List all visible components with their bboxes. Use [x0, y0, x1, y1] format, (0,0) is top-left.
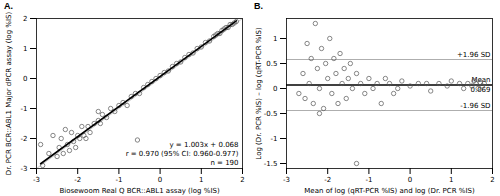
svg-text:n = 190: n = 190 — [210, 159, 238, 167]
html-text:B.: B. — [254, 1, 263, 11]
svg-text:1: 1 — [273, 35, 277, 43]
svg-text:-2: -2 — [21, 135, 28, 143]
svg-text:+1.96 SD: +1.96 SD — [457, 51, 491, 59]
svg-text:-3: -3 — [21, 165, 28, 173]
svg-text:0: 0 — [23, 75, 27, 83]
svg-text:-1.96 SD: -1.96 SD — [460, 102, 490, 110]
svg-text:-1: -1 — [271, 135, 278, 143]
svg-text:1: 1 — [199, 176, 203, 184]
svg-text:Log (Dr. PCR %IS) – log (qRT-P: Log (Dr. PCR %IS) – log (qRT-PCR %IS) — [255, 27, 263, 160]
svg-text:0: 0 — [273, 85, 277, 93]
svg-text:-1.5: -1.5 — [264, 160, 278, 168]
svg-text:Mean: Mean — [471, 76, 490, 84]
svg-text:0.5: 0.5 — [266, 60, 277, 68]
svg-text:r = 0.970 (95% CI: 0.960-0.977: r = 0.970 (95% CI: 0.960-0.977) — [126, 150, 239, 158]
svg-text:y = 1.003x + 0.068: y = 1.003x + 0.068 — [170, 141, 239, 149]
svg-text:2: 2 — [240, 176, 244, 184]
svg-text:-3: -3 — [283, 176, 290, 184]
svg-text:0: 0 — [408, 176, 412, 184]
svg-text:-1: -1 — [115, 176, 122, 184]
svg-text:2: 2 — [23, 15, 27, 23]
svg-text:-1: -1 — [21, 105, 28, 113]
svg-text:Dr. PCR BCR::ABL1 Major dPCR a: Dr. PCR BCR::ABL1 Major dPCR assay (log … — [5, 12, 13, 175]
svg-text:-2: -2 — [324, 176, 331, 184]
svg-text:-3: -3 — [33, 176, 40, 184]
svg-text:-1: -1 — [365, 176, 372, 184]
svg-text:0.069: 0.069 — [470, 86, 491, 95]
svg-text:Mean of log (qRT-PCR %IS) and: Mean of log (qRT-PCR %IS) and log (Dr. P… — [304, 187, 475, 195]
svg-text:Biosewoom Real Q BCR::ABL1 ass: Biosewoom Real Q BCR::ABL1 assay (log %I… — [59, 187, 219, 195]
svg-text:-2: -2 — [74, 176, 81, 184]
html-text:A.: A. — [4, 1, 13, 11]
svg-text:1: 1 — [449, 176, 453, 184]
svg-text:0: 0 — [158, 176, 162, 184]
svg-text:1: 1 — [23, 45, 27, 53]
svg-text:2: 2 — [490, 176, 494, 184]
svg-text:-0.5: -0.5 — [264, 110, 278, 118]
